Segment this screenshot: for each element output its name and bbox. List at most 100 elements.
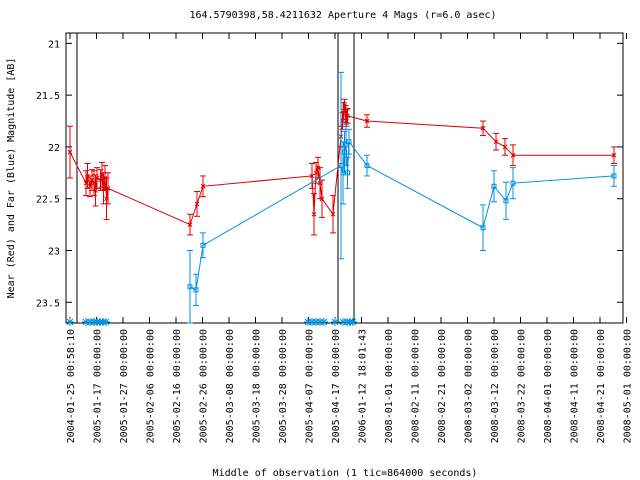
- data-point: [611, 173, 617, 179]
- data-point: [345, 170, 350, 176]
- x-tick-label: 2006-01-12 18:01:43: [358, 329, 369, 443]
- data-point: [343, 142, 349, 148]
- x-axis-label: Middle of observation (1 tic=864000 seco…: [213, 468, 478, 479]
- marker-stroke: [364, 118, 370, 124]
- marker-stroke: [194, 201, 200, 207]
- x-tick-label: 2008-01-01 00:00:00: [384, 329, 395, 443]
- marker-stroke: [510, 152, 516, 158]
- marker-stroke: [480, 125, 486, 131]
- bottom-marker: [102, 318, 110, 326]
- separators: [76, 33, 355, 323]
- data-point: [200, 183, 206, 189]
- bottom-marker: [320, 318, 328, 326]
- data-point: [87, 183, 93, 189]
- y-ticks: 21 21.5 22 22.5 23 23.5: [36, 39, 623, 309]
- marker-stroke: [102, 318, 110, 326]
- marker-stroke: [320, 318, 328, 326]
- data-point: [480, 125, 486, 131]
- x-tick-label: 2008-03-22 00:00:00: [517, 329, 528, 443]
- data-point: [193, 287, 199, 293]
- marker-stroke: [319, 196, 325, 202]
- chart-title: 164.5790398,58.4211632 Aperture 4 Mags (…: [189, 10, 496, 21]
- data-point: [313, 170, 319, 176]
- y-tick-label: 22: [48, 143, 60, 154]
- data-point: [493, 139, 499, 145]
- marker-stroke: [345, 113, 350, 119]
- x-tick-label: 2005-02-06 00:00:00: [146, 329, 157, 443]
- data-point: [330, 211, 336, 217]
- data-point: [93, 188, 98, 193]
- marker-stroke: [89, 177, 95, 183]
- data-point: [346, 139, 352, 145]
- marker-stroke: [330, 211, 336, 217]
- marker-stroke: [87, 183, 93, 189]
- bottom-marker: [349, 318, 357, 326]
- series-layer: [67, 71, 617, 324]
- y-tick-label: 21.5: [36, 91, 60, 102]
- marker-stroke: [66, 318, 74, 326]
- y-tick-label: 22.5: [36, 195, 60, 206]
- x-tick-label: 2005-03-28 00:00:00: [278, 329, 289, 443]
- marker-stroke: [93, 188, 98, 193]
- data-point: [317, 180, 323, 186]
- x-tick-label: 2008-02-11 00:00:00: [411, 329, 422, 443]
- x-tick-label: 2005-04-07 00:00:00: [305, 329, 316, 443]
- x-ticks: 2004-01-25 00:58:10 2005-01-17 00:00:00 20…: [66, 33, 634, 443]
- data-point: [364, 118, 370, 124]
- data-point: [94, 175, 100, 181]
- marker-stroke: [331, 318, 339, 326]
- marker-stroke: [105, 186, 111, 191]
- y-tick-label: 23.5: [36, 298, 60, 309]
- marker-stroke: [67, 149, 73, 155]
- data-point: [480, 225, 486, 231]
- bottom-marker: [66, 318, 74, 326]
- data-point: [345, 113, 350, 119]
- x-tick-label: 2008-02-21 00:00:00: [437, 329, 448, 443]
- data-point: [364, 163, 370, 169]
- x-tick-label: 2008-03-02 00:00:00: [464, 329, 475, 443]
- x-tick-label: 2008-04-01 00:00:00: [543, 329, 554, 443]
- marker-stroke: [313, 170, 319, 176]
- data-point: [611, 152, 617, 158]
- data-point: [319, 196, 325, 202]
- x-tick-label: 2005-01-17 00:00:00: [93, 329, 104, 443]
- data-point: [491, 183, 497, 189]
- x-tick-label: 2005-02-16 00:00:00: [172, 329, 183, 443]
- data-point: [502, 144, 508, 150]
- marker-stroke: [187, 222, 193, 227]
- bottom-markers: [66, 318, 357, 326]
- marker-stroke: [317, 180, 323, 186]
- x-tick-label: 2005-03-08 00:00:00: [225, 329, 236, 443]
- data-point: [194, 201, 200, 207]
- x-tick-label: 2005-03-18 00:00:00: [252, 329, 263, 443]
- series-0: [67, 98, 617, 236]
- x-tick-label: 2004-01-25 00:58:10: [66, 329, 77, 443]
- data-point: [89, 177, 95, 183]
- bottom-marker: [331, 318, 339, 326]
- data-point: [309, 173, 315, 179]
- y-tick-label: 23: [48, 247, 60, 258]
- marker-stroke: [311, 211, 317, 217]
- x-tick-label: 2008-04-21 00:00:00: [596, 329, 607, 443]
- data-point: [503, 198, 509, 204]
- marker-stroke: [502, 144, 508, 150]
- marker-stroke: [94, 175, 100, 181]
- x-tick-label: 2008-05-01 00:00:00: [623, 329, 634, 443]
- marker-stroke: [493, 139, 499, 145]
- series-line: [189, 140, 615, 291]
- plot-frame: [65, 32, 624, 324]
- x-tick-label: 2005-02-26 00:00:00: [199, 329, 210, 443]
- marker-stroke: [200, 183, 206, 189]
- x-tick-label: 2005-01-27 00:00:00: [119, 329, 130, 443]
- data-point: [311, 211, 317, 217]
- data-point: [510, 180, 516, 186]
- data-point: [105, 186, 111, 191]
- y-axis-label: Near (Red) and Far (Blue) Magnitude [AB]: [6, 58, 17, 299]
- marker-stroke: [349, 318, 357, 326]
- series-1: [187, 71, 617, 324]
- x-tick-label: 2008-03-12 00:00:00: [490, 329, 501, 443]
- data-point: [187, 222, 193, 227]
- x-tick-label: 2005-04-17 00:00:00: [331, 329, 342, 443]
- marker-stroke: [611, 152, 617, 158]
